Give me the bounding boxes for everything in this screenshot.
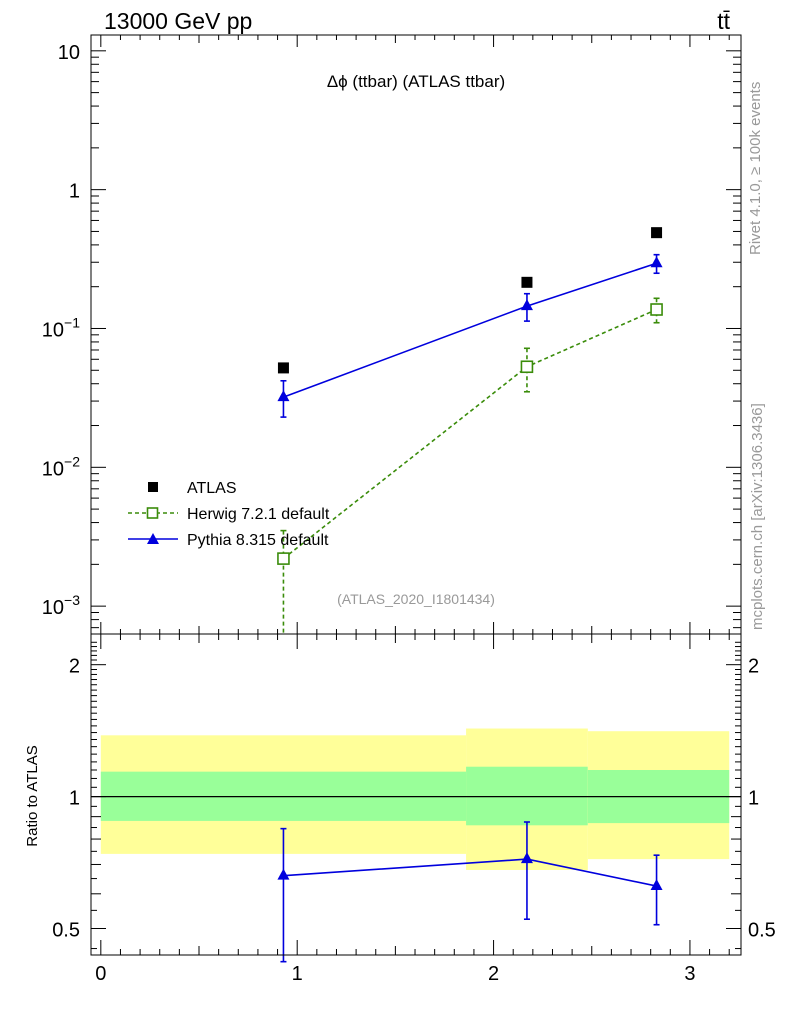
x-tick-label: 3 [684, 963, 695, 985]
legend: ATLAS Herwig 7.2.1 default Pythia 8.315 … [128, 480, 330, 549]
y-tick-label: 10−2 [42, 453, 80, 480]
x-tick-label: 1 [292, 963, 303, 985]
analysis-watermark: (ATLAS_2020_I1801434) [337, 591, 495, 607]
y-tick-label: 10−1 [42, 314, 80, 341]
pythia-point [520, 299, 533, 311]
herwig-point [277, 552, 290, 565]
pythia-point [277, 390, 290, 402]
y-tick-label: 1 [69, 181, 80, 203]
x-tick-label: 2 [488, 963, 499, 985]
legend-atlas-label: ATLAS [187, 480, 237, 497]
legend-herwig-label: Herwig 7.2.1 default [187, 506, 330, 523]
y-tick-label: 10 [58, 42, 80, 64]
pythia-point [650, 256, 663, 268]
atlas-point [651, 227, 663, 239]
ratio-pythia-point [520, 852, 533, 864]
process-label: tt̄ [717, 8, 730, 34]
ratio-pythia-line [283, 858, 657, 887]
atlas-point [521, 276, 533, 288]
atlas-point [277, 362, 289, 374]
legend-atlas-marker [148, 482, 158, 492]
pythia-line [283, 262, 657, 398]
ratio-pythia-point [277, 868, 290, 880]
y-tick-label: 10−3 [42, 592, 80, 619]
herwig-point [520, 360, 534, 374]
ratio-y-tick-label-left: 1 [69, 788, 80, 810]
x-tick-label: 0 [95, 963, 106, 985]
legend-herwig-marker [146, 507, 159, 519]
mcplots-label: mcplots.cern.ch [arXiv:1306.3436] [749, 403, 766, 630]
ratio-pythia-point [650, 879, 663, 891]
ratio-y-tick-label-left: 0.5 [52, 919, 80, 941]
legend-pythia-label: Pythia 8.315 default [187, 532, 329, 549]
ratio-y-tick-label-right: 1 [748, 788, 759, 810]
ratio-y-tick-label-right: 0.5 [748, 919, 776, 941]
herwig-point [650, 303, 663, 316]
legend-pythia-marker [147, 533, 159, 544]
ratio-frame [90, 633, 742, 956]
ratio-y-tick-label-right: 2 [748, 656, 759, 678]
energy-label: 13000 GeV pp [104, 8, 252, 34]
herwig-line [282, 308, 657, 560]
ratio-ylabel: Ratio to ATLAS [24, 745, 41, 846]
ratio-y-tick-label-left: 2 [69, 656, 80, 678]
plot-title: Δϕ (ttbar) (ATLAS ttbar) [327, 72, 505, 91]
rivet-label: Rivet 4.1.0, ≥ 100k events [747, 82, 764, 255]
ratio-plot-panel: 2 2 1 1 0.5 0.5 0 1 2 3 Ratio to ATLAS [24, 633, 776, 985]
main-plot-panel: Δϕ (ttbar) (ATLAS ttbar) (ATLAS_2020_I18… [42, 34, 742, 635]
